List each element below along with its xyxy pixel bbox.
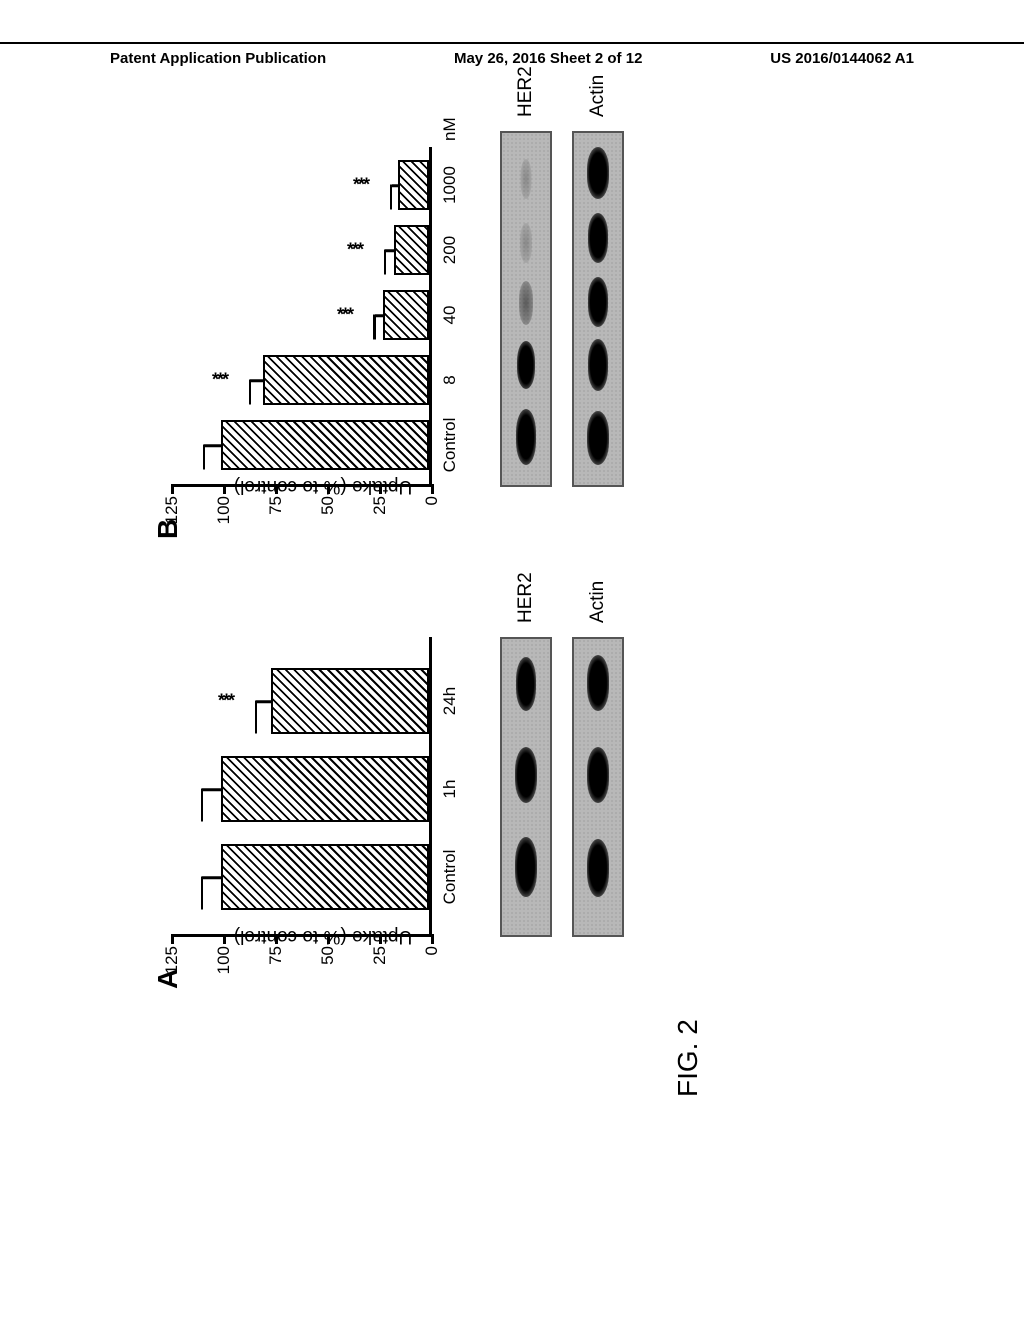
significance-marker: ***	[347, 240, 362, 261]
blot-label-her2: HER2	[515, 66, 537, 117]
blot-band	[588, 339, 608, 391]
significance-marker: ***	[337, 305, 352, 326]
blot-band	[519, 281, 533, 325]
panel-b-plot-frame: 0255075100125Control***8***40***200***10…	[172, 147, 432, 487]
error-cap	[255, 701, 258, 734]
y-tick	[275, 484, 278, 494]
y-tick-label: 125	[162, 496, 182, 530]
blot-band	[587, 411, 609, 465]
page-header: Patent Application Publication May 26, 2…	[0, 42, 1024, 67]
blot-band	[516, 409, 536, 465]
x-tick-label: Control	[440, 850, 460, 905]
significance-marker: ***	[212, 370, 227, 391]
error-cap	[201, 789, 204, 822]
header-date-sheet: May 26, 2016 Sheet 2 of 12	[454, 50, 642, 67]
blot-band	[516, 657, 536, 711]
y-tick	[431, 484, 434, 494]
x-axis-unit: nM	[440, 117, 460, 141]
y-tick-label: 25	[370, 946, 390, 980]
blot-band	[517, 341, 535, 389]
header-publication: Patent Application Publication	[0, 50, 326, 67]
y-tick	[223, 934, 226, 944]
western-blot-her2: HER2	[500, 637, 552, 937]
x-tick-label: 1h	[440, 780, 460, 799]
error-cap	[249, 380, 252, 405]
y-tick-label: 0	[422, 496, 442, 530]
panel-a: A Uptake (% to control) 0255075100125Con…	[162, 587, 472, 1007]
y-tick-label: 75	[266, 496, 286, 530]
y-tick	[379, 484, 382, 494]
y-tick-label: 100	[214, 496, 234, 530]
y-tick-label: 125	[162, 946, 182, 980]
y-tick-label: 50	[318, 496, 338, 530]
bar-200	[394, 225, 429, 275]
panel-a-chart: Uptake (% to control) 0255075100125Contr…	[162, 607, 472, 1007]
header-patent-number: US 2016/0144062 A1	[770, 50, 1024, 67]
blot-band	[515, 747, 537, 803]
x-tick-label: 24h	[440, 687, 460, 715]
panel-b: B Uptake (% to control) 0255075100125Con…	[162, 137, 472, 557]
error-cap	[384, 250, 387, 275]
significance-marker: ***	[218, 691, 233, 712]
figure-caption: FIG. 2	[672, 1019, 704, 1097]
error-cap	[390, 185, 393, 210]
bar-control	[221, 844, 429, 910]
y-tick	[223, 484, 226, 494]
bar-control	[221, 420, 429, 470]
blot-band	[588, 213, 608, 263]
bar-24h	[271, 668, 429, 734]
panel-b-chart: Uptake (% to control) 0255075100125Contr…	[162, 157, 472, 557]
error-bar	[202, 877, 223, 880]
western-blot-actin: Actin	[572, 637, 624, 937]
error-cap	[201, 877, 204, 910]
y-tick	[171, 484, 174, 494]
blot-band	[587, 147, 609, 199]
y-tick	[171, 934, 174, 944]
y-tick-label: 50	[318, 946, 338, 980]
western-blot-her2: HER2	[500, 131, 552, 487]
y-tick-label: 25	[370, 496, 390, 530]
y-tick-label: 100	[214, 946, 234, 980]
bar-1h	[221, 756, 429, 822]
bar-40	[383, 290, 429, 340]
y-tick	[327, 934, 330, 944]
bar-1000	[398, 160, 429, 210]
panel-b-blots: HER2 Actin	[500, 131, 644, 487]
panel-a-blots: HER2 Actin	[500, 637, 644, 937]
blot-band	[587, 655, 609, 711]
blot-band	[587, 747, 609, 803]
y-tick	[431, 934, 434, 944]
y-tick	[379, 934, 382, 944]
y-tick	[275, 934, 278, 944]
x-tick-label: 1000	[440, 166, 460, 204]
error-cap	[373, 315, 376, 340]
bar-8	[263, 355, 429, 405]
y-tick	[327, 484, 330, 494]
blot-label-actin: Actin	[587, 75, 609, 117]
error-cap	[203, 445, 206, 470]
blot-label-her2: HER2	[515, 572, 537, 623]
blot-band	[515, 837, 537, 897]
significance-marker: ***	[353, 175, 368, 196]
western-blot-actin: Actin	[572, 131, 624, 487]
error-bar	[202, 789, 223, 792]
blot-label-actin: Actin	[587, 581, 609, 623]
x-tick-label: 200	[440, 236, 460, 264]
blot-band	[520, 223, 532, 263]
blot-band	[521, 159, 532, 199]
figure-container: A Uptake (% to control) 0255075100125Con…	[132, 213, 892, 1007]
blot-band	[587, 839, 609, 897]
x-tick-label: Control	[440, 418, 460, 473]
x-tick-label: 40	[440, 306, 460, 325]
blot-band	[588, 277, 608, 327]
y-tick-label: 75	[266, 946, 286, 980]
y-tick-label: 0	[422, 946, 442, 980]
panel-a-plot-frame: 0255075100125Control1h***24h	[172, 637, 432, 937]
x-tick-label: 8	[440, 375, 460, 384]
